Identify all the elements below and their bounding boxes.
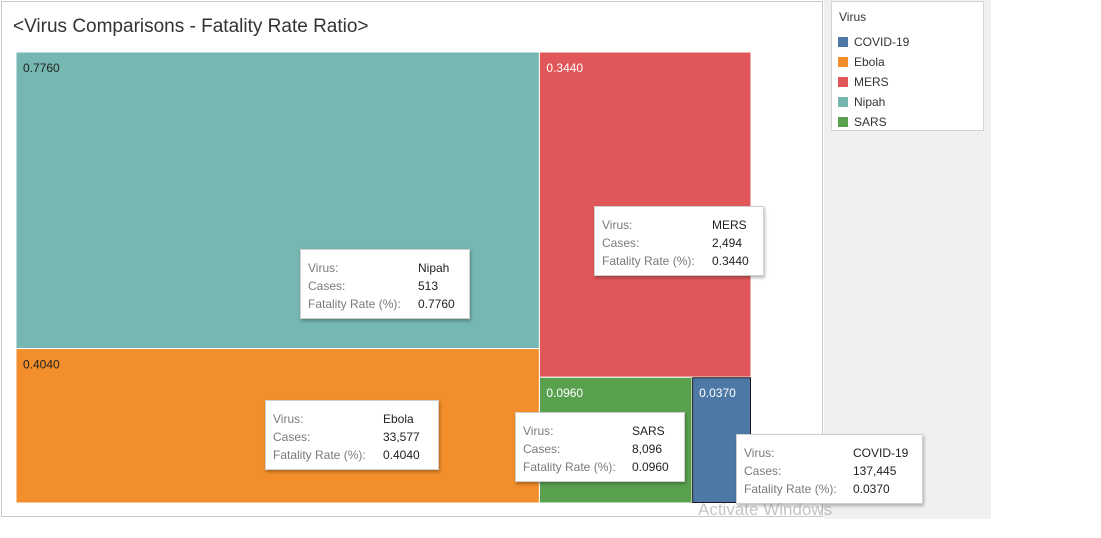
tooltip-rate-value: 0.7760 (418, 297, 455, 311)
tooltip-virus-key: Virus: (523, 424, 554, 438)
tooltip-ebola: Virus: Ebola Cases: 33,577 Fatality Rate… (265, 400, 439, 470)
legend-swatch (838, 37, 848, 47)
tooltip-virus-key: Virus: (602, 218, 633, 232)
treemap-label-nipah: 0.7760 (23, 61, 60, 75)
tooltip-nipah: Virus: Nipah Cases: 513 Fatality Rate (%… (300, 249, 470, 319)
tooltip-virus-key: Virus: (273, 412, 304, 426)
legend-swatch (838, 97, 848, 107)
tooltip-virus-value: Ebola (383, 412, 414, 426)
legend-swatch (838, 57, 848, 67)
tooltip-covid-19: Virus: COVID-19 Cases: 137,445 Fatality … (736, 434, 923, 504)
tooltip-mers: Virus: MERS Cases: 2,494 Fatality Rate (… (594, 206, 764, 276)
tooltip-cases-key: Cases: (308, 279, 346, 293)
tooltip-cases-value: 137,445 (853, 464, 897, 478)
treemap-label-sars: 0.0960 (546, 386, 583, 400)
activation-watermark: Activate Windows (698, 500, 833, 519)
legend-label: Nipah (854, 95, 886, 109)
tooltip-cases-value: 33,577 (383, 430, 420, 444)
tooltip-cases-key: Cases: (523, 442, 561, 456)
tooltip-virus-key: Virus: (308, 261, 339, 275)
tooltip-cases-value: 2,494 (712, 236, 743, 250)
tooltip-virus-key: Virus: (744, 446, 775, 460)
treemap-label-covid-19: 0.0370 (699, 386, 736, 400)
tooltip-rate-value: 0.4040 (383, 448, 420, 462)
tooltip-rate-value: 0.0370 (853, 482, 890, 496)
legend-label: COVID-19 (854, 35, 910, 49)
treemap-label-ebola: 0.4040 (23, 358, 60, 372)
tooltip-virus-value: SARS (632, 424, 665, 438)
tooltip-rate-key: Fatality Rate (%): (523, 460, 616, 474)
legend-title: Virus (839, 10, 867, 24)
tooltip-rate-value: 0.3440 (712, 254, 749, 268)
legend-swatch (838, 117, 848, 127)
tooltip-rate-key: Fatality Rate (%): (308, 297, 401, 311)
legend-swatch (838, 77, 848, 87)
legend-label: MERS (854, 75, 889, 89)
treemap-label-mers: 0.3440 (546, 61, 583, 75)
tooltip-rate-key: Fatality Rate (%): (744, 482, 837, 496)
legend: Virus COVID-19 Ebola MERS Nipah SARS (831, 1, 984, 131)
chart-title: <Virus Comparisons - Fatality Rate Ratio… (13, 16, 369, 37)
tooltip-cases-key: Cases: (273, 430, 311, 444)
tooltip-sars: Virus: SARS Cases: 8,096 Fatality Rate (… (515, 412, 685, 482)
tooltip-rate-key: Fatality Rate (%): (273, 448, 366, 462)
tooltip-cases-value: 8,096 (632, 442, 663, 456)
tooltip-cases-value: 513 (418, 279, 439, 293)
tooltip-virus-value: MERS (712, 218, 747, 232)
legend-label: SARS (854, 115, 887, 129)
tooltip-virus-value: COVID-19 (853, 446, 909, 460)
tooltip-virus-value: Nipah (418, 261, 450, 275)
legend-label: Ebola (854, 55, 885, 69)
tooltip-rate-value: 0.0960 (632, 460, 669, 474)
tooltip-cases-key: Cases: (744, 464, 782, 478)
tooltip-rate-key: Fatality Rate (%): (602, 254, 695, 268)
tooltip-cases-key: Cases: (602, 236, 640, 250)
